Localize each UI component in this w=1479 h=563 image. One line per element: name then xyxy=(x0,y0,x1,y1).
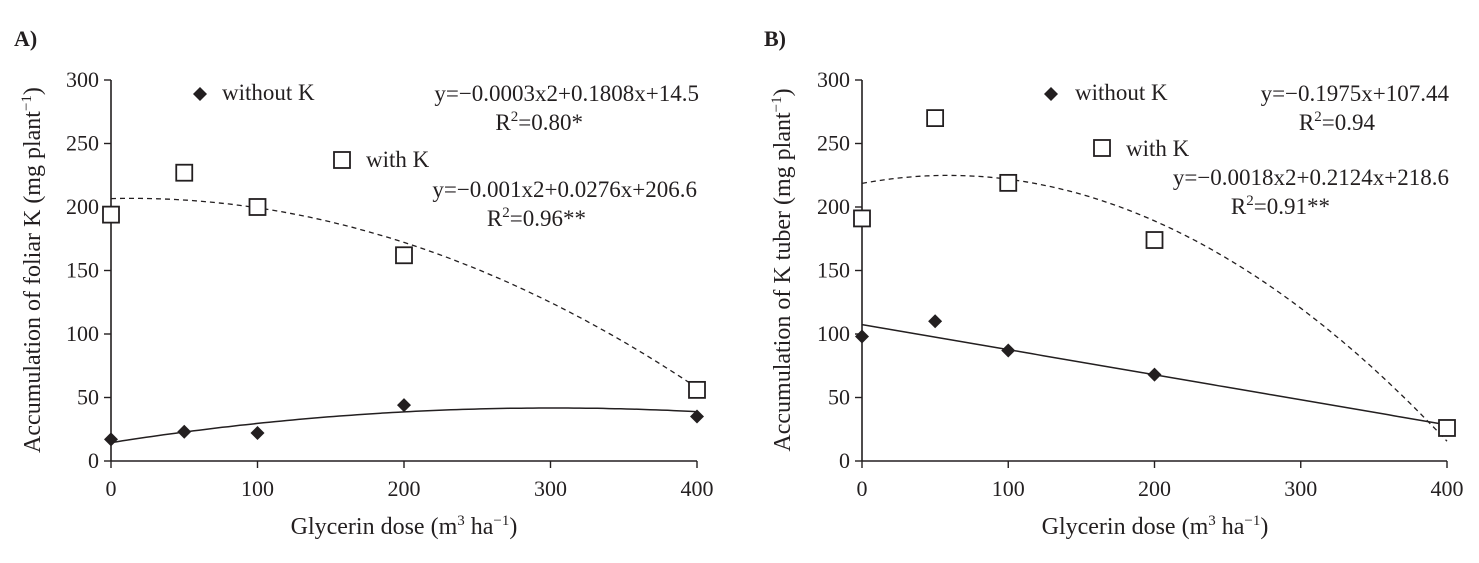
data-point-without-k xyxy=(250,426,265,441)
panel-label-b: B) xyxy=(764,26,786,51)
x-tick-label: 100 xyxy=(992,476,1025,501)
data-point-without-k xyxy=(177,424,192,439)
chart-panel-a: A) 0 50 100 150 200 250 300 0 100 200 300 400 Glyce… xyxy=(14,26,714,540)
data-point-with-k xyxy=(1145,231,1164,249)
data-point-without-k xyxy=(397,398,411,413)
equation-with-k-b: y=−0.0018x2+0.2124x+218.6 xyxy=(1173,165,1449,190)
data-point-without-k xyxy=(104,432,118,447)
y-axis-title-a: Accumulation of foliar K (mg plant−1) xyxy=(19,87,46,453)
data-point-with-k xyxy=(853,209,871,228)
legend-marker-without-k-b xyxy=(1044,87,1058,101)
y-tick-label: 50 xyxy=(77,385,99,410)
equation-with-k-a: y=−0.001x2+0.0276x+206.6 xyxy=(432,177,697,202)
points-a xyxy=(102,163,706,447)
r2-with-k-b: R2=0.91** xyxy=(1231,193,1330,219)
data-point-without-k xyxy=(1147,367,1162,382)
x-tick-label: 300 xyxy=(1284,476,1317,501)
x-axis-title-a: Glycerin dose (m3 ha−1) xyxy=(291,513,518,540)
fit-lines-b xyxy=(861,174,1448,442)
legend-label-without-k-a: without K xyxy=(222,80,315,105)
data-point-with-k xyxy=(926,109,945,127)
y-tick-label: 50 xyxy=(828,385,850,410)
y-tick-label: 250 xyxy=(817,131,850,156)
y-tick-label: 0 xyxy=(88,448,99,473)
y-tick-label: 200 xyxy=(817,194,850,219)
data-point-with-k xyxy=(999,173,1018,192)
panel-label-a: A) xyxy=(14,26,37,51)
equation-without-k-b: y=−0.1975x+107.44 xyxy=(1261,81,1450,106)
data-point-with-k xyxy=(248,198,267,216)
x-tick-label: 0 xyxy=(857,476,868,501)
r2-with-k-a: R2=0.96** xyxy=(487,205,586,231)
legend-marker-with-k-a xyxy=(333,151,351,169)
data-point-without-k xyxy=(928,314,943,329)
y-tick-label: 100 xyxy=(66,321,99,346)
data-point-with-k xyxy=(102,205,120,224)
equation-without-k-a: y=−0.0003x2+0.1808x+14.5 xyxy=(434,81,699,106)
data-point-without-k xyxy=(690,409,704,424)
x-tick-label: 400 xyxy=(681,476,714,501)
fit-curve-series-0 xyxy=(110,407,698,444)
fit-curve-series-1 xyxy=(861,174,1448,442)
legend-marker-without-k-a xyxy=(193,87,207,101)
x-tick-label: 200 xyxy=(1138,476,1171,501)
data-point-with-k xyxy=(1438,419,1456,437)
x-tick-label: 200 xyxy=(388,476,421,501)
data-point-without-k xyxy=(1001,343,1016,358)
legend-marker-with-k-b xyxy=(1093,139,1111,157)
points-b xyxy=(853,109,1456,437)
ticks-b: 0 50 100 150 200 250 300 0 100 200 300 400 xyxy=(817,67,1464,501)
legend-label-with-k-a: with K xyxy=(366,147,430,172)
y-tick-label: 300 xyxy=(66,67,99,92)
data-point-with-k xyxy=(395,246,413,265)
data-point-without-k xyxy=(855,329,869,344)
y-axis-title-b: Accumulation of K tuber (mg plant−1) xyxy=(769,88,796,451)
y-tick-label: 100 xyxy=(817,321,850,346)
y-tick-label: 300 xyxy=(817,67,850,92)
y-tick-label: 200 xyxy=(66,194,99,219)
x-tick-label: 100 xyxy=(241,476,274,501)
chart-panel-b: B) 0 50 100 150 200 250 300 0 100 200 300 400 Glyce… xyxy=(764,26,1464,540)
x-tick-label: 300 xyxy=(534,476,567,501)
fit-curve-series-1 xyxy=(110,197,698,389)
y-tick-label: 250 xyxy=(66,131,99,156)
r2-without-k-b: R2=0.94 xyxy=(1299,109,1376,135)
data-point-with-k xyxy=(688,380,706,399)
y-tick-label: 150 xyxy=(817,258,850,283)
r2-without-k-a: R2=0.80* xyxy=(495,109,583,135)
x-tick-label: 400 xyxy=(1431,476,1464,501)
y-tick-label: 150 xyxy=(66,258,99,283)
legend-label-with-k-b: with K xyxy=(1126,136,1190,161)
data-point-with-k xyxy=(175,163,194,182)
x-tick-label: 0 xyxy=(106,476,117,501)
x-axis-title-b: Glycerin dose (m3 ha−1) xyxy=(1042,513,1269,540)
ticks-a: 0 50 100 150 200 250 300 0 100 200 300 400 xyxy=(66,67,714,501)
legend-label-without-k-b: without K xyxy=(1075,80,1168,105)
y-tick-label: 0 xyxy=(839,448,850,473)
